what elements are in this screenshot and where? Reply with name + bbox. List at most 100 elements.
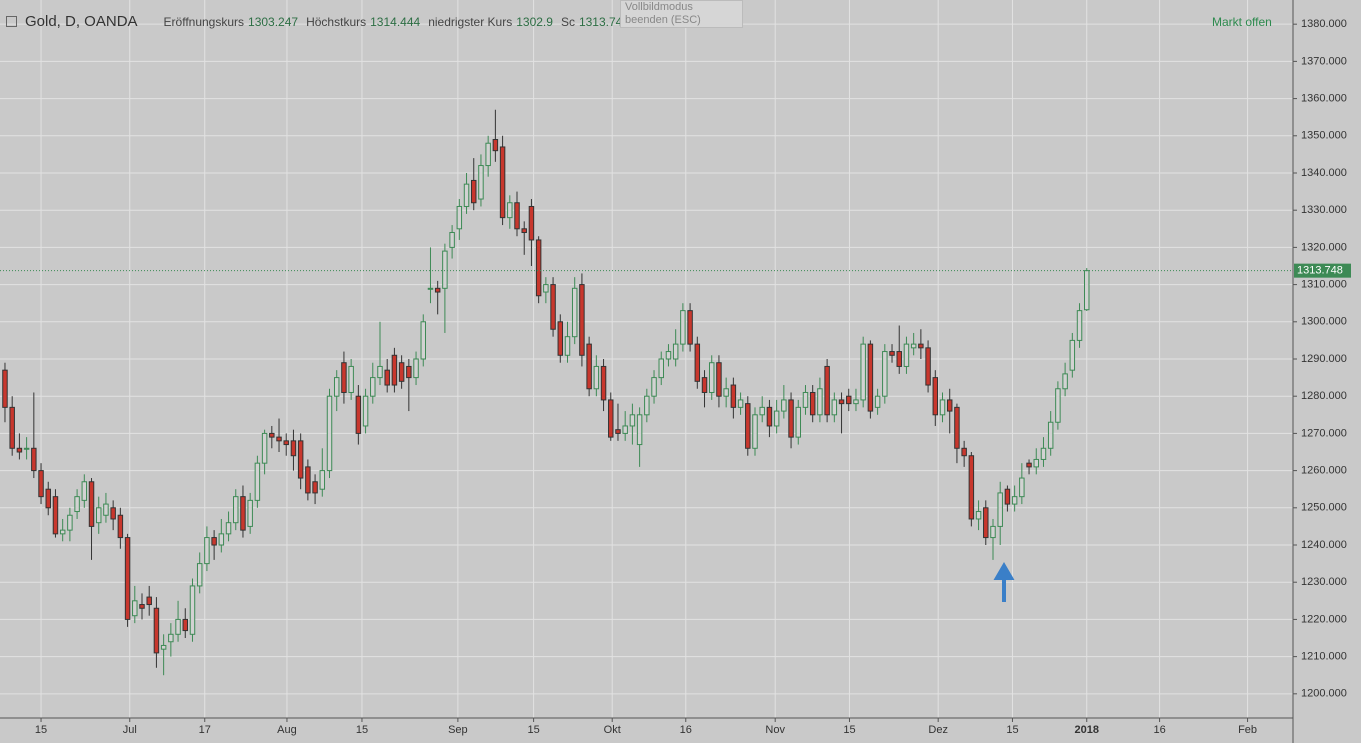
candle-body <box>687 310 693 345</box>
candle-body <box>67 514 73 531</box>
y-tick-label: 1370.000 <box>1301 55 1347 67</box>
candle-body <box>413 358 419 379</box>
candle-body <box>254 462 261 501</box>
candle-body <box>348 365 354 393</box>
candle-body <box>23 447 30 450</box>
candle-body <box>752 414 758 449</box>
x-tick-label: 15 <box>1006 724 1018 736</box>
candle-body <box>665 351 672 360</box>
candle-body <box>485 142 491 167</box>
candle-body <box>1011 496 1018 505</box>
candle-body <box>384 369 390 386</box>
candle-body <box>925 347 931 386</box>
candle-body <box>651 377 657 397</box>
candle-body <box>74 496 80 513</box>
x-tick-label: 2018 <box>1075 724 1099 736</box>
candle-body <box>38 470 44 498</box>
price-tag-label: 1313.748 <box>1297 265 1343 277</box>
candle-body <box>644 395 650 416</box>
candle-body <box>290 440 297 457</box>
candle-body <box>954 406 960 449</box>
candle-body <box>225 522 232 535</box>
candle-body <box>1033 458 1039 468</box>
candle-body <box>59 529 66 535</box>
candle-body <box>189 585 196 635</box>
title: Gold, D, OANDA <box>25 13 138 30</box>
candle-body <box>427 287 434 290</box>
candle-body <box>492 139 499 152</box>
candle-body <box>802 391 809 408</box>
candle-body <box>600 365 607 401</box>
candle-body <box>88 481 95 527</box>
y-tick-label: 1260.000 <box>1301 465 1347 477</box>
candle-body <box>809 391 816 416</box>
candle-body <box>355 395 362 434</box>
candle-body <box>442 250 448 289</box>
y-tick-label: 1340.000 <box>1301 167 1347 179</box>
candle-body <box>975 511 982 520</box>
candle-body <box>362 395 369 427</box>
candle-body <box>766 406 773 427</box>
legend-label: Höchstkurs <box>306 14 367 29</box>
candle-body <box>867 343 874 412</box>
y-tick-label: 1200.000 <box>1301 688 1347 700</box>
candle-body <box>896 351 902 367</box>
market-status: Markt offen <box>1212 15 1272 29</box>
candle-body <box>557 321 564 356</box>
legend-value: 1302.9 <box>516 14 553 29</box>
candle-body <box>463 183 470 207</box>
candle-body <box>846 395 852 405</box>
candle-body <box>672 343 679 360</box>
candle-body <box>615 429 621 434</box>
candle-body <box>124 537 131 620</box>
candle-body <box>579 284 585 356</box>
candle-body <box>333 377 340 397</box>
candle-body <box>95 507 102 524</box>
y-tick-label: 1290.000 <box>1301 353 1347 365</box>
candle-body <box>420 321 426 360</box>
x-tick-label: 15 <box>527 724 539 736</box>
candle-body <box>377 365 383 379</box>
candle-body <box>218 533 225 546</box>
collapse[interactable] <box>6 16 17 27</box>
candle-body <box>882 351 888 397</box>
candle-body <box>153 607 160 654</box>
candle-body <box>860 343 866 401</box>
candle-body <box>737 399 744 408</box>
candle-body <box>946 399 953 412</box>
candle-body <box>269 432 275 438</box>
candle-body <box>694 343 701 382</box>
tooltip: Vollbildmodus beenden (ESC) <box>620 0 743 28</box>
candle-body <box>211 537 217 546</box>
candle-body <box>1055 388 1061 423</box>
candle-body <box>160 644 167 650</box>
legend-label: Sc <box>560 14 575 29</box>
y-tick-label: 1380.000 <box>1301 18 1347 30</box>
candle-body <box>261 432 268 464</box>
candle-body <box>824 365 830 416</box>
y-tick-label: 1210.000 <box>1301 651 1347 663</box>
candle-body <box>305 466 311 494</box>
y-tick-label: 1220.000 <box>1301 613 1347 625</box>
y-tick-label: 1360.000 <box>1301 92 1347 104</box>
candle-body <box>1004 488 1011 505</box>
candle-body <box>759 406 765 416</box>
candle-body <box>132 600 138 617</box>
candle-body <box>521 228 527 234</box>
candle-body <box>341 362 347 393</box>
y-tick-label: 1350.000 <box>1301 130 1347 142</box>
x-tick-label: Sep <box>448 724 468 736</box>
candle-body <box>9 406 15 449</box>
x-tick-label: Feb <box>1238 724 1257 736</box>
candle-body <box>1069 339 1076 371</box>
candle-body <box>961 447 967 457</box>
arrow <box>993 562 1015 602</box>
x-tick-label: 16 <box>1153 724 1165 736</box>
candle-body <box>1084 270 1090 311</box>
candle-body <box>81 481 88 501</box>
candle-body <box>781 399 787 412</box>
price-tag <box>1294 263 1351 278</box>
candle-body <box>117 514 124 539</box>
